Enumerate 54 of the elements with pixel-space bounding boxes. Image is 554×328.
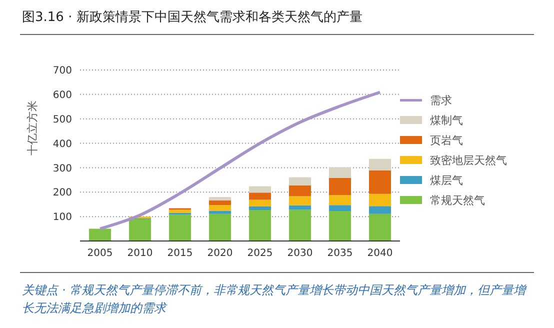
bar (369, 170, 391, 194)
bar (329, 167, 351, 178)
bar (329, 210, 351, 241)
legend-label: 煤制气 (430, 112, 463, 128)
x-tick-label: 2040 (367, 248, 393, 260)
line-series (98, 90, 382, 230)
x-tick-label: 2005 (87, 248, 113, 260)
legend-label: 需求 (430, 92, 452, 108)
x-tick-label: 2020 (207, 248, 233, 260)
bar (249, 200, 271, 207)
legend-label: 页岩气 (430, 132, 463, 148)
bar (209, 197, 231, 200)
x-tick-label: 2015 (167, 248, 193, 260)
bar (209, 205, 231, 211)
bar (329, 205, 351, 211)
bar (289, 210, 311, 241)
bar (369, 158, 391, 170)
legend-label: 致密地层天然气 (430, 152, 507, 168)
x-tick-label: 2030 (287, 248, 313, 260)
x-tick-label: 2025 (247, 248, 273, 260)
bar (169, 210, 191, 213)
bar (129, 219, 151, 241)
bar (209, 210, 231, 214)
bar (289, 186, 311, 196)
bar (249, 186, 271, 193)
y-tick-label: 200 (52, 188, 72, 199)
chart-title: 图3.16 · 新政策情景下中国天然气需求和各类天然气的产量 (22, 9, 362, 26)
x-tick-label: 2010 (127, 248, 153, 260)
bar (369, 194, 391, 206)
bar (249, 210, 271, 241)
y-tick-label: 600 (52, 90, 72, 101)
y-tick-label: 100 (52, 212, 72, 224)
bar (289, 177, 311, 186)
legend-label: 煤层气 (430, 172, 463, 188)
y-tick-label: 700 (52, 66, 72, 77)
bar (329, 195, 351, 206)
bar (209, 214, 231, 241)
y-tick-label: 500 (52, 114, 72, 126)
bar (289, 205, 311, 210)
bar (329, 178, 351, 196)
bar (249, 206, 271, 210)
y-tick-label: 400 (52, 138, 72, 150)
bar (89, 228, 111, 241)
bar (369, 206, 391, 214)
bar (369, 214, 391, 241)
text: 关键点 · 常规天然气产量停滞不前，非常规天然气产量增长带动中国天然气产量增加，但产量增长无法满足急剧增加的需求 (22, 282, 528, 317)
bar (249, 192, 271, 200)
bar (289, 196, 311, 206)
bar (209, 200, 231, 206)
y-tick-label: 300 (52, 163, 72, 174)
legend-label: 常规天然气 (430, 192, 485, 208)
bar (169, 214, 191, 241)
x-tick-label: 2035 (327, 248, 353, 260)
y-axis-title: 十亿立方米 (26, 100, 39, 156)
